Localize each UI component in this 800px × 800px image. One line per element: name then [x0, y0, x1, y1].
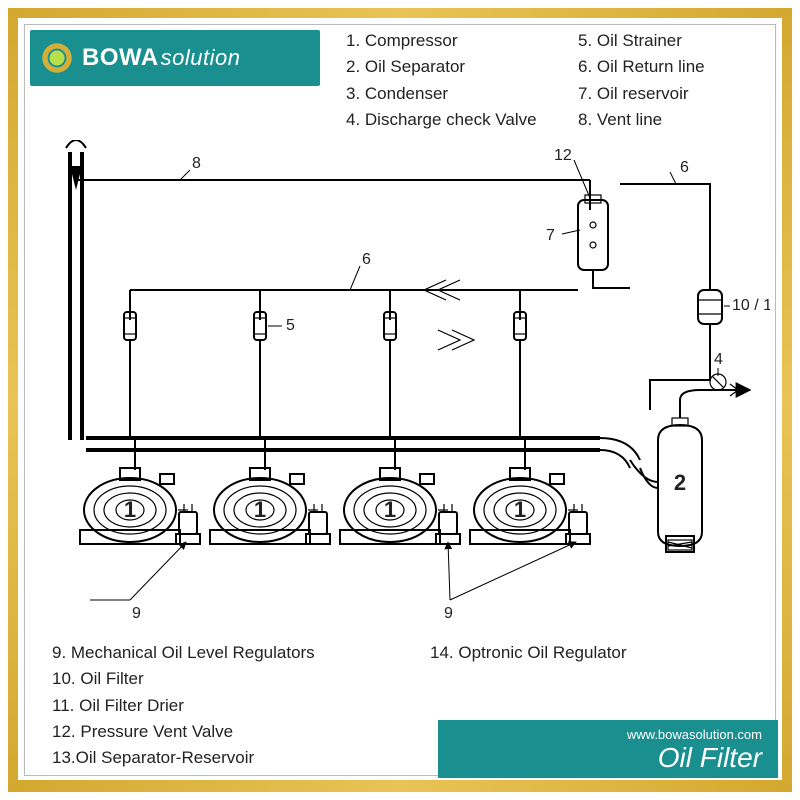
brand-logo: BOWAsolution [30, 30, 320, 86]
oil-separator-icon: 2 [658, 390, 730, 552]
callout-12: 12 [554, 147, 572, 164]
legend-item: 10. Oil Filter [52, 666, 315, 692]
callout-7: 7 [546, 227, 555, 244]
callout-8: 8 [192, 155, 201, 172]
brand-name: BOWA [82, 44, 159, 71]
legend-item: 1. Compressor [346, 28, 537, 54]
brand-suffix: solution [161, 45, 241, 70]
page-title: Oil Filter [658, 744, 762, 772]
legend-bottom-2: 14. Optronic Oil Regulator [430, 640, 627, 666]
legend-item: 8. Vent line [578, 107, 705, 133]
legend-item: 5. Oil Strainer [578, 28, 705, 54]
callout-10: 10 / 11 [732, 297, 770, 314]
legend-item: 12. Pressure Vent Valve [52, 719, 315, 745]
legend-item: 4. Discharge check Valve [346, 107, 537, 133]
legend-item: 13.Oil Separator-Reservoir [52, 745, 315, 771]
legend-item: 3. Condenser [346, 81, 537, 107]
callout-6b: 6 [362, 251, 371, 268]
legend-bottom-1: 9. Mechanical Oil Level Regulators 10. O… [52, 640, 315, 772]
legend-column-1: 1. Compressor 2. Oil Separator 3. Conden… [346, 28, 537, 133]
legend-column-2: 5. Oil Strainer 6. Oil Return line 7. Oi… [578, 28, 705, 133]
title-band: www.bowasolution.com Oil Filter [438, 720, 778, 778]
system-diagram: 1 [30, 140, 770, 630]
callout-9a: 9 [132, 605, 141, 622]
callout-6a: 6 [680, 159, 689, 176]
legend-item: 7. Oil reservoir [578, 81, 705, 107]
callout-2: 2 [674, 470, 686, 495]
legend-item: 14. Optronic Oil Regulator [430, 640, 627, 666]
brand-url: www.bowasolution.com [627, 727, 762, 742]
legend-item: 11. Oil Filter Drier [52, 693, 315, 719]
callout-4: 4 [714, 351, 723, 368]
callout-9b: 9 [444, 605, 453, 622]
legend-item: 2. Oil Separator [346, 54, 537, 80]
legend-item: 9. Mechanical Oil Level Regulators [52, 640, 315, 666]
legend-item: 6. Oil Return line [578, 54, 705, 80]
logo-ring-icon [40, 41, 74, 75]
callout-5: 5 [286, 317, 295, 334]
